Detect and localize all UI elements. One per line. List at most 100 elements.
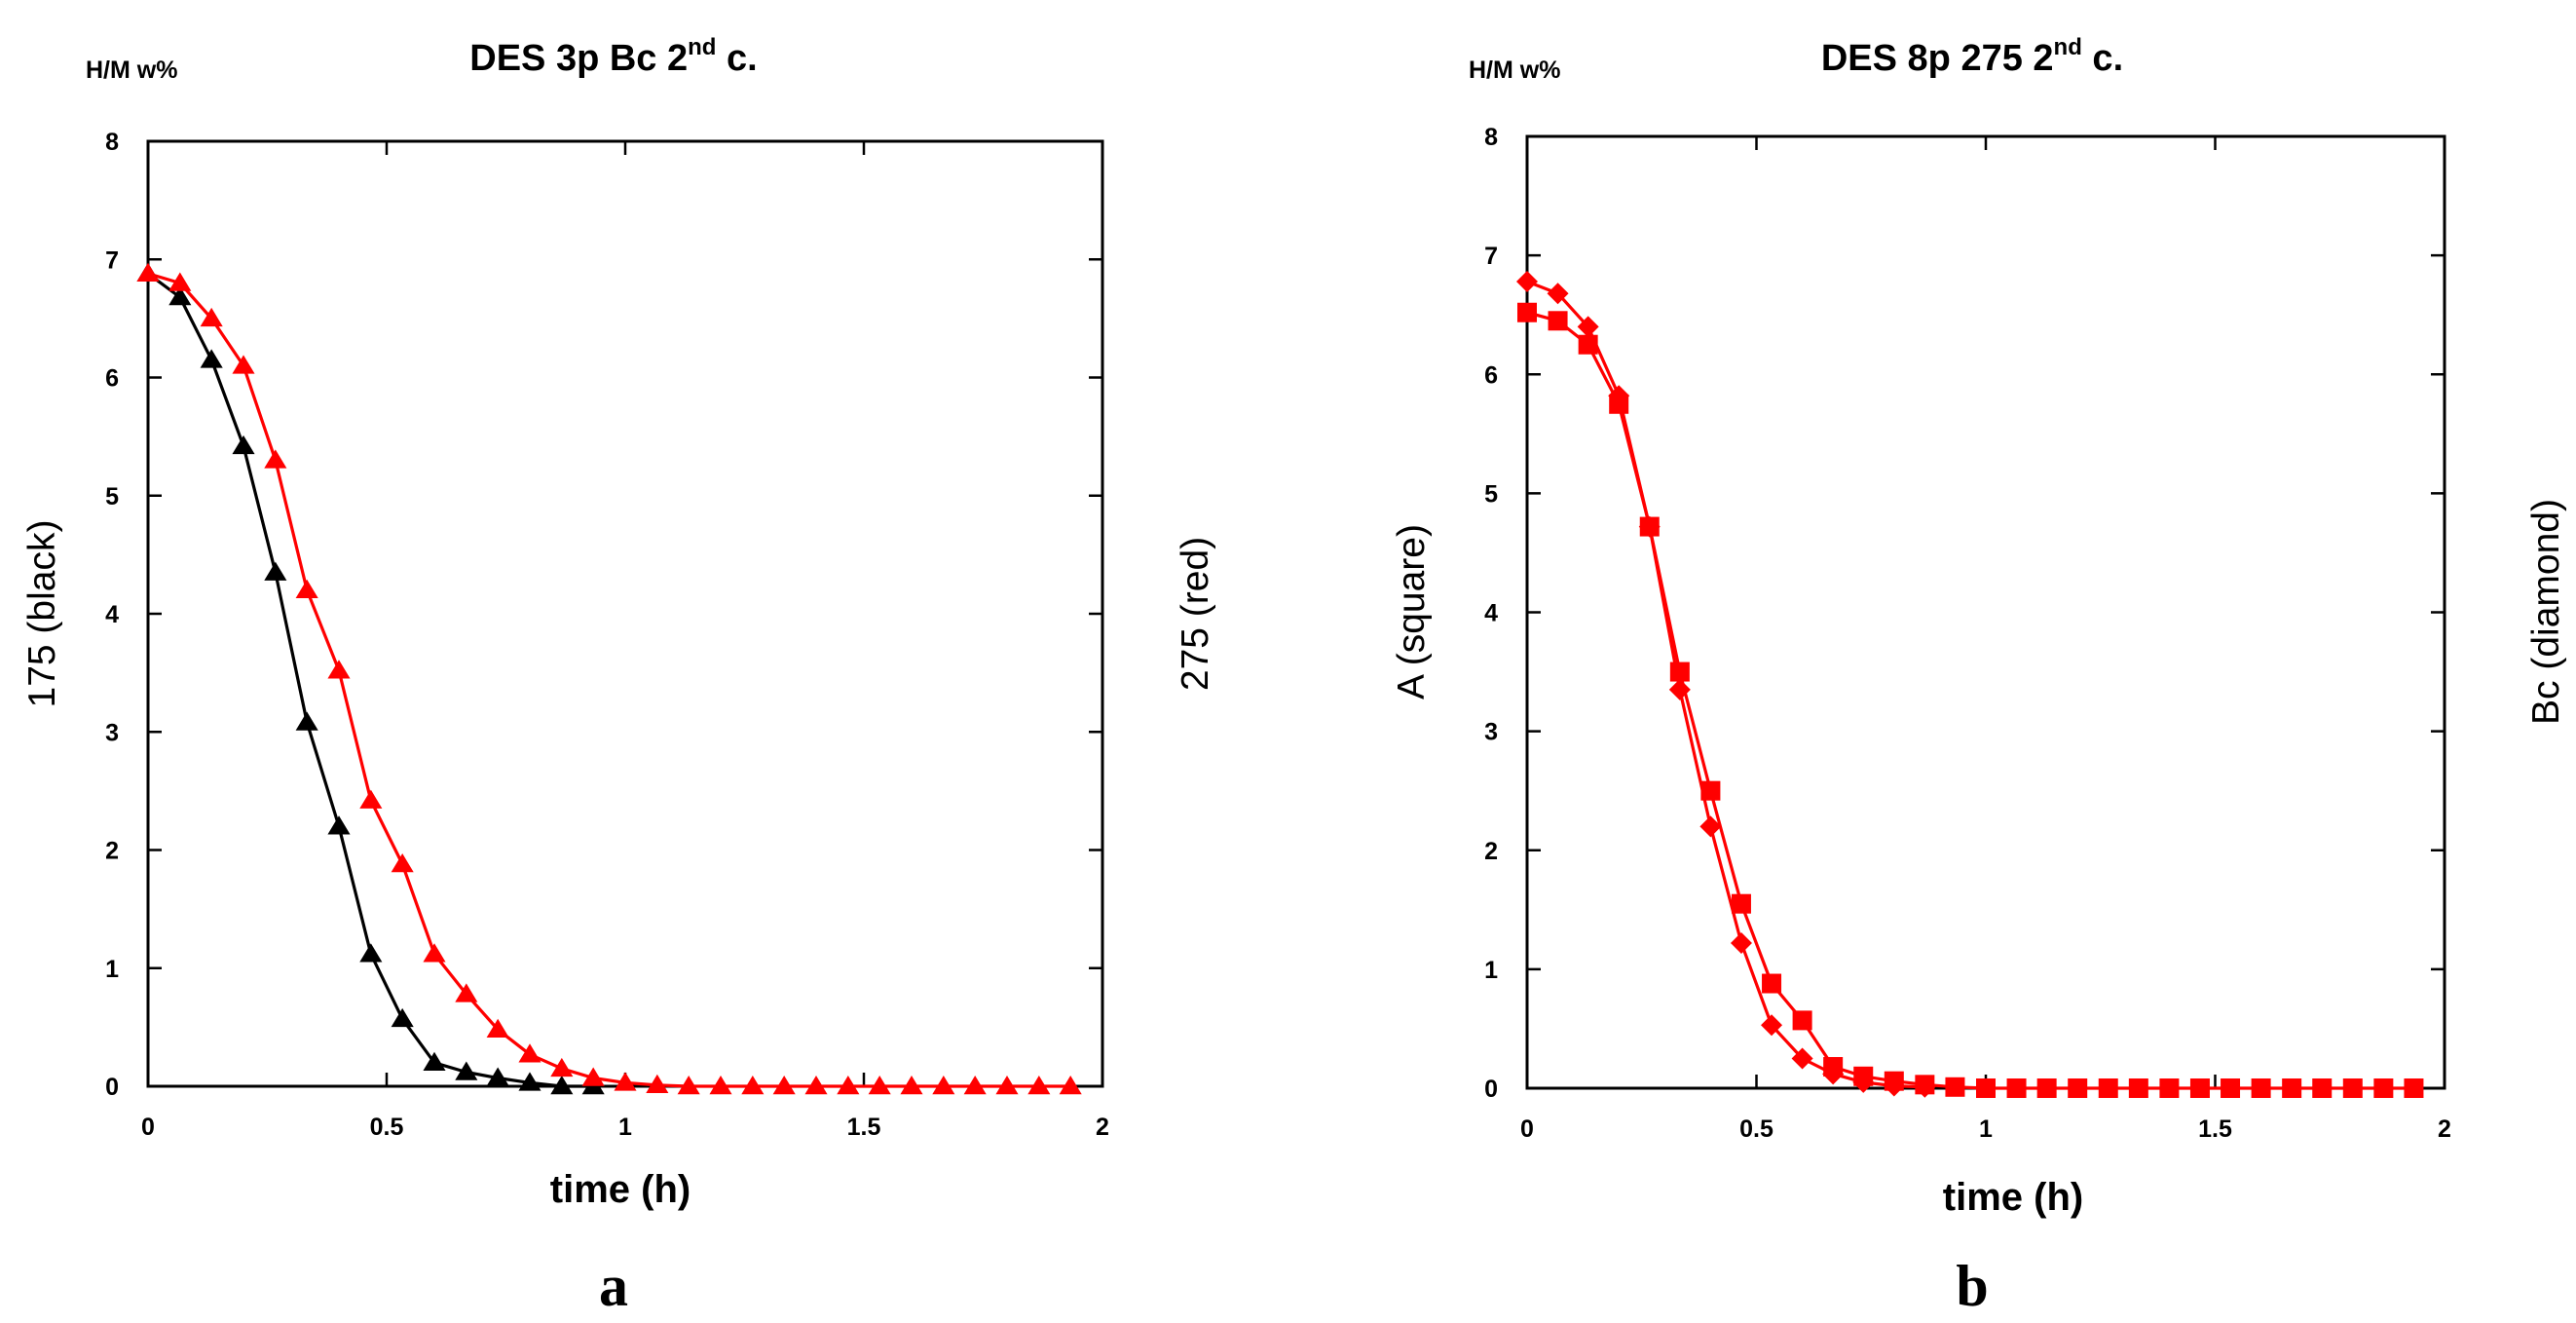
chart-a-axis-ticks — [146, 139, 1104, 1088]
chart-b-series-0-point-24 — [2251, 1078, 2271, 1098]
chart-a-ytick-label-8: 8 — [105, 129, 119, 156]
chart-b-ytick-label-2: 2 — [1484, 838, 1498, 865]
chart-a-xtick-label-4: 2 — [1096, 1114, 1109, 1141]
chart-b-series-0-point-2 — [1578, 334, 1598, 355]
chart-a-series-1-point-4 — [264, 449, 287, 469]
chart-a-series-1-point-7 — [359, 789, 383, 809]
chart-a-series-1-point-13 — [550, 1057, 574, 1077]
chart-a-series-1-point-23 — [868, 1076, 891, 1095]
chart-a-series-1-point-2 — [200, 307, 223, 327]
chart-a-unit-label: H/M w% — [86, 57, 177, 84]
chart-b-series-0-point-19 — [2098, 1078, 2118, 1098]
chart-b-series-0-point-9 — [1792, 1010, 1812, 1031]
chart-a-series-1-point-29 — [1059, 1076, 1082, 1095]
chart-a-ytick-label-3: 3 — [105, 719, 119, 746]
chart-b-series-1-point-10 — [1822, 1063, 1845, 1085]
chart-b-ytick-label-8: 8 — [1484, 124, 1498, 151]
chart-a-series-1-point-6 — [327, 660, 351, 679]
chart-b-series-0-point-18 — [2068, 1078, 2088, 1098]
chart-b-series-markers — [1516, 270, 2424, 1098]
chart-a-series-0-point-11 — [486, 1067, 509, 1086]
chart-a-series-1-point-24 — [900, 1076, 923, 1095]
chart-a-series-1-point-20 — [772, 1076, 796, 1095]
chart-b-series-1-point-1 — [1547, 283, 1569, 305]
chart-a-series-1-point-9 — [423, 943, 446, 963]
chart-b-title: DES 8p 275 2nd c. — [1821, 34, 2123, 79]
chart-b-series-1-point-0 — [1516, 270, 1538, 292]
chart-a-series-1-point-22 — [837, 1076, 860, 1095]
chart-b-series-0-point-14 — [1945, 1077, 1965, 1097]
chart-b-series-1-point-13 — [1914, 1076, 1936, 1098]
chart-b-xtick-label-2: 1 — [1979, 1115, 1993, 1143]
chart-a-series-1-point-5 — [295, 579, 318, 598]
chart-a-xtick-label-1: 0.5 — [370, 1114, 404, 1141]
chart-a-series-1-point-18 — [709, 1076, 732, 1095]
chart-b-xtick-label-0: 0 — [1520, 1115, 1534, 1143]
chart-b-xlabel: time (h) — [1943, 1176, 2083, 1219]
chart-b-xtick-label-3: 1.5 — [2198, 1115, 2232, 1143]
chart-b-series-0-point-25 — [2282, 1078, 2302, 1098]
chart-b-ytick-label-4: 4 — [1484, 600, 1498, 627]
chart-a-series-1-point-0 — [136, 262, 160, 283]
chart-a-series-1-point-21 — [804, 1076, 828, 1095]
chart-b-series-1-point-3 — [1608, 385, 1630, 407]
chart-a-series-0-point-10 — [455, 1061, 478, 1080]
chart-b-xtick-label-1: 0.5 — [1739, 1115, 1773, 1143]
chart-b-series-0-point-7 — [1731, 893, 1751, 914]
chart-a-series-0-point-9 — [423, 1051, 446, 1071]
chart-a-series-0-point-13 — [550, 1076, 574, 1095]
chart-a-series-1-point-12 — [518, 1043, 541, 1063]
chart-a-series-0-point-6 — [327, 815, 351, 835]
chart-b-series-0-point-17 — [2036, 1078, 2057, 1098]
chart-a-series-1-point-27 — [995, 1076, 1019, 1095]
chart-b-unit-label: H/M w% — [1469, 57, 1560, 84]
chart-b-series-0-point-21 — [2159, 1078, 2180, 1098]
chart-a-series-1-point-28 — [1027, 1076, 1051, 1095]
chart-a-series-1-point-10 — [455, 983, 478, 1002]
chart-b-series-1-point-5 — [1668, 678, 1691, 700]
chart-b-series-0-point-15 — [1976, 1078, 1996, 1098]
chart-b-series-1-point-12 — [1883, 1075, 1905, 1097]
chart-b-series-1-point-7 — [1730, 932, 1752, 955]
chart-a-series-1-point-26 — [963, 1076, 987, 1095]
chart-b-ytick-label-0: 0 — [1484, 1076, 1498, 1103]
chart-b-ytick-label-1: 1 — [1484, 957, 1498, 984]
chart-a-series-1-point-8 — [391, 853, 414, 873]
chart-a-ytick-label-4: 4 — [105, 601, 119, 628]
chart-b-series-0-point-23 — [2221, 1078, 2241, 1098]
chart-a-series-0-point-8 — [391, 1007, 414, 1028]
chart-b-ytick-label-5: 5 — [1484, 480, 1498, 508]
chart-b-series-1-point-6 — [1699, 815, 1722, 838]
chart-b-tick-labels: 0 0.5 1 1.5 2 0 1 2 3 4 5 6 7 8 — [1484, 124, 2451, 1143]
chart-b-ytick-label-3: 3 — [1484, 719, 1498, 746]
chart-a-ylabel-right: 275 (red) — [1175, 537, 1216, 691]
chart-a-panel-label: a — [599, 1254, 628, 1318]
chart-a-ytick-label-5: 5 — [105, 483, 119, 510]
chart-b-series-0-point-28 — [2373, 1078, 2394, 1098]
chart-b-series-1-point-4 — [1638, 515, 1661, 538]
chart-b-series-0-point-1 — [1548, 311, 1568, 331]
chart-a-tick-labels: 0 0.5 1 1.5 2 0 1 2 3 4 5 6 7 8 — [105, 129, 1109, 1141]
chart-a-ytick-label-2: 2 — [105, 838, 119, 865]
chart-a-series-0-point-12 — [518, 1072, 541, 1091]
chart-b-series-0-point-6 — [1700, 780, 1721, 801]
chart-a-series-0-point-2 — [200, 349, 223, 368]
chart-a-series-1-point-25 — [932, 1076, 955, 1095]
chart-b-series-1-point-11 — [1852, 1071, 1875, 1093]
chart-b-ytick-label-7: 7 — [1484, 243, 1498, 270]
chart-a-title: DES 3p Bc 2nd c. — [469, 34, 757, 79]
chart-a-series-0-point-7 — [359, 943, 383, 963]
chart-b-series-1-point-9 — [1791, 1047, 1813, 1070]
chart-a-xtick-label-3: 1.5 — [847, 1114, 881, 1141]
chart-a-series-1-point-14 — [581, 1067, 605, 1086]
chart-a: DES 3p Bc 2nd c. H/M w% 0 0.5 1 1.5 2 0 1 2 3 4 5 6… — [21, 34, 1216, 1318]
chart-b-series-0-point-0 — [1517, 302, 1537, 322]
chart-b-series-0-point-29 — [2404, 1078, 2424, 1098]
chart-a-series-1-point-3 — [232, 355, 255, 374]
chart-a-ylabel: 175 (black) — [21, 520, 63, 708]
chart-a-series-markers — [136, 262, 1082, 1095]
chart-a-series-0-point-3 — [232, 435, 255, 455]
chart-a-ytick-label-6: 6 — [105, 365, 119, 393]
chart-b-ytick-label-6: 6 — [1484, 361, 1498, 389]
